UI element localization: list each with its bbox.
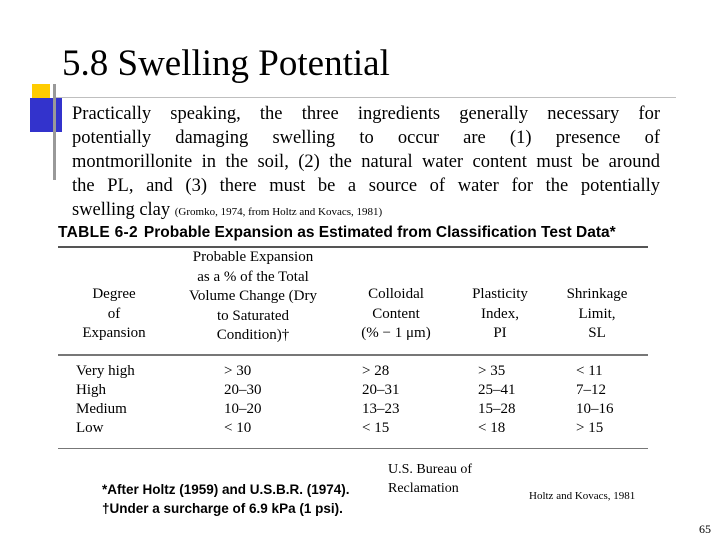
header-degree: Degree of Expansion [76, 285, 152, 344]
table-caption: TABLE 6-2 Probable Expansion as Estimated… [58, 224, 648, 246]
table-cell: 15–28 [478, 400, 516, 417]
table-cell: High [76, 381, 106, 398]
decor-yellow-square [32, 84, 50, 98]
column-colloidal: > 28 20–31 13–23 < 15 [362, 362, 400, 438]
footnote: *After Holtz (1959) and U.S.B.R. (1974). [102, 482, 350, 497]
decor-vertical-line [53, 84, 56, 180]
header-line: PI [493, 325, 507, 341]
title-underline [56, 97, 676, 98]
header-line: Limit, [578, 305, 616, 322]
column-volume: > 30 20–30 10–20 < 10 [224, 362, 262, 438]
body-line: the PL, and (3) there must be a source o… [72, 176, 660, 196]
header-line: Expansion [82, 325, 146, 341]
decor-blue-square [30, 98, 62, 132]
table-cell: 20–30 [224, 381, 262, 398]
header-line: Probable Expansion [192, 249, 314, 265]
table-label: TABLE 6-2 [58, 224, 138, 241]
header-line: as a % of the Total [197, 268, 309, 285]
header-line: Shrinkage [566, 286, 628, 302]
table-cell: > 15 [576, 419, 604, 436]
header-line: SL [588, 325, 606, 341]
body-line: Practically speaking, the three ingredie… [72, 104, 660, 124]
footnote: †Under a surcharge of 6.9 kPa (1 psi). [102, 501, 343, 516]
header-line: Degree [92, 286, 136, 302]
body-citation: (Gromko, 1974, from Holtz and Kovacs, 19… [174, 206, 383, 218]
header-line: Condition)† [216, 327, 290, 343]
table-cell: 10–20 [224, 400, 262, 417]
table-cell: 10–16 [576, 400, 614, 417]
table-cell: < 10 [224, 419, 252, 436]
table-cell: Medium [76, 400, 127, 417]
table-cell: Very high [76, 362, 135, 379]
header-line: of [107, 305, 121, 322]
header-volume: Probable Expansion as a % of the Total V… [178, 248, 328, 346]
header-shrinkage: Shrinkage Limit, SL [554, 285, 640, 344]
table-cell: > 28 [362, 362, 390, 379]
credit-line: U.S. Bureau of [388, 462, 472, 477]
body-last-text: swelling clay [72, 200, 171, 220]
table-cell: 7–12 [576, 381, 606, 398]
header-line: (% − 1 μm) [361, 325, 431, 341]
header-plasticity: Plasticity Index, PI [460, 285, 540, 344]
table-footnotes: *After Holtz (1959) and U.S.B.R. (1974).… [102, 480, 350, 518]
credit-holtz: Holtz and Kovacs, 1981 [529, 490, 636, 502]
header-line: to Saturated [216, 307, 290, 324]
table-header: Degree of Expansion Probable Expansion a… [58, 248, 648, 354]
body-line-last: swelling clay (Gromko, 1974, from Holtz … [72, 198, 660, 224]
slide-title: 5.8 Swelling Potential [62, 43, 390, 84]
credit-line: Reclamation [388, 481, 459, 496]
column-degree: Very high High Medium Low [76, 362, 152, 438]
table-cell: < 15 [362, 419, 390, 436]
table-cell: < 11 [576, 362, 603, 379]
table-cell: 20–31 [362, 381, 400, 398]
table-cell: 13–23 [362, 400, 400, 417]
body-paragraph: Practically speaking, the three ingredie… [72, 102, 660, 224]
table-header-rule [58, 354, 648, 356]
table-cell: > 35 [478, 362, 506, 379]
credit-usbr: U.S. Bureau of Reclamation [388, 460, 472, 498]
table-bottom-rule [58, 447, 648, 449]
expansion-table: TABLE 6-2 Probable Expansion as Estimated… [58, 224, 648, 449]
table-cell: < 18 [478, 419, 506, 436]
header-line: Index, [481, 305, 519, 322]
column-shrinkage: < 11 7–12 10–16 > 15 [576, 362, 614, 438]
column-plasticity: > 35 25–41 15–28 < 18 [478, 362, 516, 438]
table-title: Probable Expansion as Estimated from Cla… [143, 224, 616, 241]
header-line: Volume Change (Dry [188, 288, 318, 304]
table-cell: Low [76, 419, 104, 436]
header-line: Colloidal [368, 286, 424, 302]
header-line: Plasticity [472, 286, 528, 302]
table-body: Very high High Medium Low > 30 20–30 10–… [58, 356, 648, 448]
body-line: potentially damaging swelling to occur a… [72, 128, 660, 148]
table-cell: > 30 [224, 362, 252, 379]
header-line: Content [372, 305, 420, 322]
header-colloidal: Colloidal Content (% − 1 μm) [348, 285, 444, 344]
body-line: montmorillonite in the soil, (2) the nat… [72, 152, 660, 172]
table-top-rule [58, 246, 648, 248]
page-number: 65 [699, 522, 711, 536]
table-cell: 25–41 [478, 381, 516, 398]
